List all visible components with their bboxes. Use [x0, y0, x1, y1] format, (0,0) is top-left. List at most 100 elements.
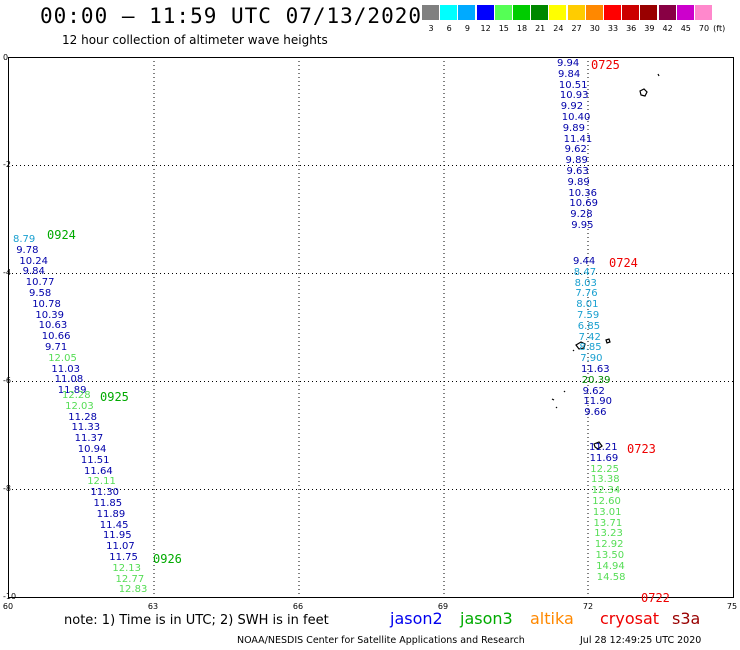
scale-swatch [476, 5, 494, 20]
wave-height-value: 11.64 [84, 465, 113, 477]
wave-height-value: 8.79 [13, 234, 36, 245]
wave-height-value: 11.33 [71, 422, 101, 434]
scale-swatch [567, 5, 585, 20]
wave-height-value: 8.85 [579, 342, 602, 354]
island-outline [593, 441, 603, 450]
wave-height-value: 9.89 [567, 176, 590, 188]
wave-height-value: 12.28 [62, 390, 91, 401]
wave-height-value: 9.62 [564, 144, 587, 156]
wave-height-value: 10.36 [568, 187, 598, 199]
scale-label: 70 [698, 24, 710, 33]
footnote: note: 1) Time is in UTC; 2) SWH is in fe… [64, 613, 329, 628]
pass-time-label: 0724 [609, 256, 638, 270]
latitude-tick-label: -8 [3, 484, 11, 493]
island-outline [575, 341, 586, 350]
wave-height-value: 9.92 [560, 101, 584, 113]
wave-height-value: 11.95 [102, 530, 132, 542]
scale-label: 6 [446, 24, 452, 33]
longitude-tick-label: 72 [582, 602, 594, 611]
wave-height-value: 13.50 [595, 550, 625, 561]
wave-height-value: 10.39 [35, 309, 65, 321]
wave-height-value: 9.94 [557, 58, 580, 69]
scale-swatch [531, 5, 549, 20]
wave-height-value: 9.95 [571, 220, 594, 231]
wave-height-value: 12.83 [118, 584, 148, 596]
wave-height-value: 11.63 [581, 364, 610, 375]
wave-height-value: 8.47 [573, 266, 597, 278]
longitude-tick-label: 69 [437, 602, 449, 611]
wave-height-value: 10.40 [561, 112, 591, 123]
island-outline [572, 349, 575, 352]
island-outline [555, 406, 558, 409]
wave-height-value: 12.11 [87, 476, 116, 488]
wave-height-value: 12.05 [48, 352, 77, 364]
plot-frame [8, 57, 734, 598]
wave-height-value: 9.63 [566, 166, 589, 177]
scale-swatch [422, 5, 439, 20]
map-title: 00:00 – 11:59 UTC 07/13/2020 [40, 4, 423, 28]
scale-label: 12 [480, 24, 491, 33]
credit-text: NOAA/NESDIS Center for Satellite Applica… [237, 635, 525, 646]
wave-height-value: 11.75 [109, 552, 138, 563]
wave-height-value: 11.37 [74, 433, 104, 445]
graticule [8, 57, 734, 598]
wave-height-value: 7.76 [575, 288, 598, 300]
wave-height-value: 11.21 [589, 442, 618, 453]
generated-timestamp: Jul 28 12:49:25 UTC 2020 [580, 635, 702, 646]
longitude-tick-label: 63 [147, 602, 159, 611]
wave-height-value: 11.30 [90, 487, 119, 499]
scale-label: 27 [571, 24, 582, 33]
scale-swatch [585, 5, 603, 20]
wave-height-value: 12.34 [591, 485, 621, 497]
latitude-tick-label: -10 [3, 592, 17, 601]
scale-label: 45 [680, 24, 691, 33]
wave-height-value: 8.01 [576, 299, 599, 311]
wave-height-value: 20.39 [581, 374, 611, 386]
wave-height-value: 11.69 [589, 452, 619, 464]
scale-swatch [640, 5, 658, 20]
scale-label: 30 [589, 24, 600, 33]
scale-label: 42 [662, 24, 673, 33]
scale-swatch [440, 5, 458, 20]
island-outline [605, 338, 611, 344]
wave-height-value: 11.89 [57, 385, 87, 397]
map-plot-area [8, 57, 734, 598]
scale-label: 33 [607, 24, 619, 33]
pass-time-label: 0722 [641, 591, 670, 605]
wave-height-value: 11.07 [106, 541, 135, 553]
wave-height-value: 9.89 [562, 122, 585, 134]
scale-swatch [676, 5, 694, 20]
pass-time-label: 0924 [47, 228, 76, 242]
scale-unit: (ft) [713, 24, 726, 33]
latitude-tick-label: -2 [3, 160, 11, 169]
map-subtitle: 12 hour collection of altimeter wave hei… [62, 33, 328, 47]
wave-height-value: 9.89 [565, 155, 588, 167]
wave-height-value: 12.13 [112, 562, 142, 574]
pass-time-label: 0723 [627, 442, 656, 456]
wave-height-value: 10.24 [19, 255, 49, 267]
wave-height-value: 11.28 [68, 411, 97, 423]
wave-height-value: 7.42 [578, 331, 601, 343]
wave-height-value: 10.63 [38, 320, 68, 332]
scale-label: 18 [516, 24, 528, 33]
wave-height-value: 12.25 [590, 463, 619, 475]
wave-height-value: 13.71 [593, 517, 623, 529]
longitude-tick-label: 60 [2, 602, 14, 611]
wave-height-value: 9.58 [29, 288, 52, 299]
scale-label: 3 [428, 24, 434, 33]
wave-height-value: 13.01 [592, 506, 622, 518]
wave-height-value: 11.08 [54, 374, 84, 386]
wave-height-value: 10.94 [77, 444, 107, 455]
wave-height-value: 12.03 [65, 400, 94, 412]
wave-height-value: 9.78 [16, 244, 39, 256]
scale-swatch [604, 5, 621, 20]
scale-label: 39 [644, 24, 655, 33]
scale-swatch [658, 5, 676, 20]
scale-swatch [513, 5, 530, 20]
scale-swatch [494, 5, 512, 20]
scale-swatch [622, 5, 640, 20]
satellite-legend-cryosat: cryosat [600, 609, 660, 628]
island-outline [657, 73, 660, 77]
wave-height-value: 11.90 [583, 396, 613, 408]
wave-height-value: 6.85 [577, 320, 601, 332]
